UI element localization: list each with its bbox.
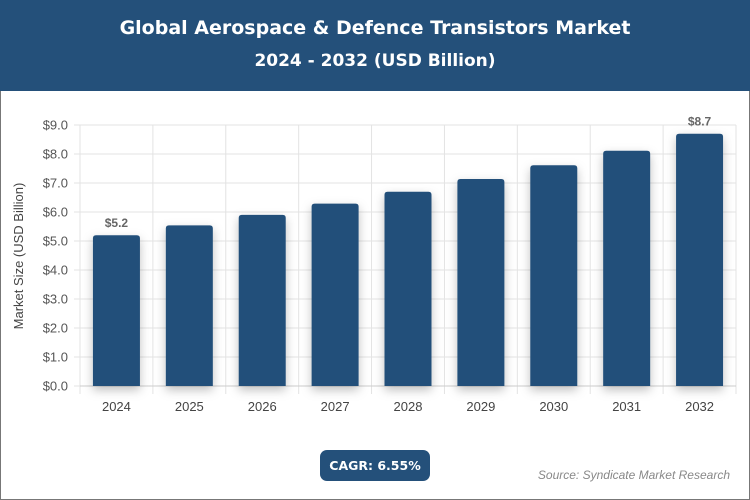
data-label: $5.2 xyxy=(105,216,129,230)
x-tick-label: 2027 xyxy=(321,399,350,414)
bar-2025 xyxy=(165,225,213,386)
bar-2031 xyxy=(603,150,651,386)
cagr-badge: CAGR: 6.55% xyxy=(320,450,430,481)
bar-2024 xyxy=(92,235,140,386)
chart-subtitle: 2024 - 2032 (USD Billion) xyxy=(254,51,496,71)
bar-2028 xyxy=(384,191,432,386)
x-tick-label: 2030 xyxy=(539,399,568,414)
bar-2032 xyxy=(676,133,724,386)
x-tick-label: 2029 xyxy=(466,399,495,414)
chart-header: Global Aerospace & Defence Transistors M… xyxy=(0,0,750,91)
x-tick-label: 2026 xyxy=(248,399,277,414)
y-tick-label: $5.0 xyxy=(43,234,68,249)
bar-2026 xyxy=(238,214,286,386)
x-tick-label: 2024 xyxy=(102,399,131,414)
y-tick-label: $2.0 xyxy=(43,321,68,336)
y-tick-label: $4.0 xyxy=(43,263,68,278)
source-note: Source: Syndicate Market Research xyxy=(537,468,730,482)
data-label: $8.7 xyxy=(688,115,712,129)
y-axis-label: Market Size (USD Billion) xyxy=(11,183,26,330)
x-tick-label: 2028 xyxy=(394,399,423,414)
y-tick-label: $6.0 xyxy=(43,205,68,220)
bar-2027 xyxy=(311,203,359,386)
x-tick-label: 2032 xyxy=(685,399,714,414)
y-tick-label: $9.0 xyxy=(43,118,68,133)
chart-title: Global Aerospace & Defence Transistors M… xyxy=(119,17,631,39)
x-tick-label: 2025 xyxy=(175,399,204,414)
x-tick-label: 2031 xyxy=(612,399,641,414)
y-tick-label: $8.0 xyxy=(43,147,68,162)
bar-2030 xyxy=(530,165,578,386)
y-tick-label: $1.0 xyxy=(43,350,68,365)
y-tick-label: $0.0 xyxy=(43,379,68,394)
bar-2029 xyxy=(457,178,505,386)
y-tick-label: $7.0 xyxy=(43,176,68,191)
y-tick-label: $3.0 xyxy=(43,292,68,307)
